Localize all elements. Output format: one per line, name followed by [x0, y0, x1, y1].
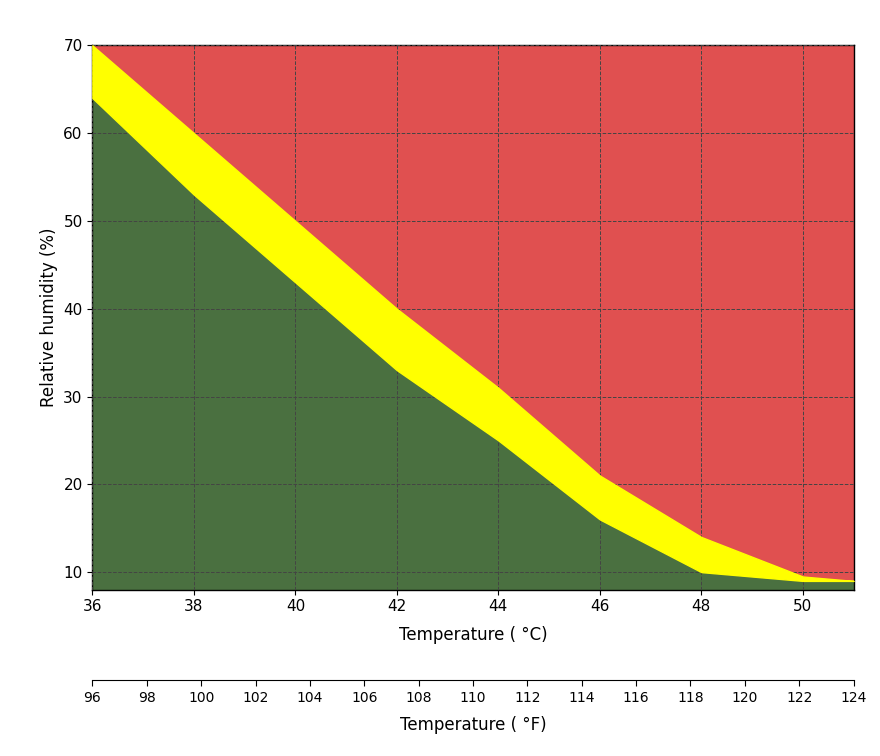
Y-axis label: Relative humidity (%): Relative humidity (%)	[40, 228, 58, 407]
X-axis label: Temperature ( °F): Temperature ( °F)	[400, 716, 546, 734]
X-axis label: Temperature ( °C): Temperature ( °C)	[399, 625, 547, 643]
